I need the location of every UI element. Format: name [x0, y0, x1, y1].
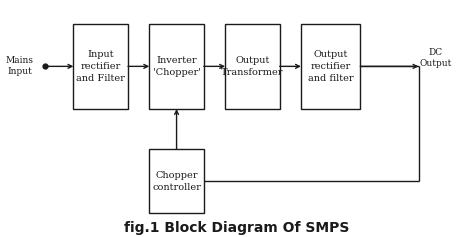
- Bar: [225, 24, 280, 109]
- Text: Chopper
controller: Chopper controller: [152, 171, 201, 192]
- Bar: [149, 24, 204, 109]
- Bar: [149, 149, 204, 213]
- Text: Output
Transformer: Output Transformer: [221, 56, 283, 77]
- Text: fig.1 Block Diagram Of SMPS: fig.1 Block Diagram Of SMPS: [124, 221, 350, 235]
- Text: Mains
Input: Mains Input: [6, 56, 34, 76]
- Text: Inverter
'Chopper': Inverter 'Chopper': [153, 56, 201, 77]
- Text: Input
rectifier
and Filter: Input rectifier and Filter: [76, 50, 125, 83]
- Text: DC
Output: DC Output: [419, 48, 452, 68]
- Bar: [73, 24, 128, 109]
- Bar: [301, 24, 360, 109]
- Text: Output
rectifier
and filter: Output rectifier and filter: [308, 50, 354, 83]
